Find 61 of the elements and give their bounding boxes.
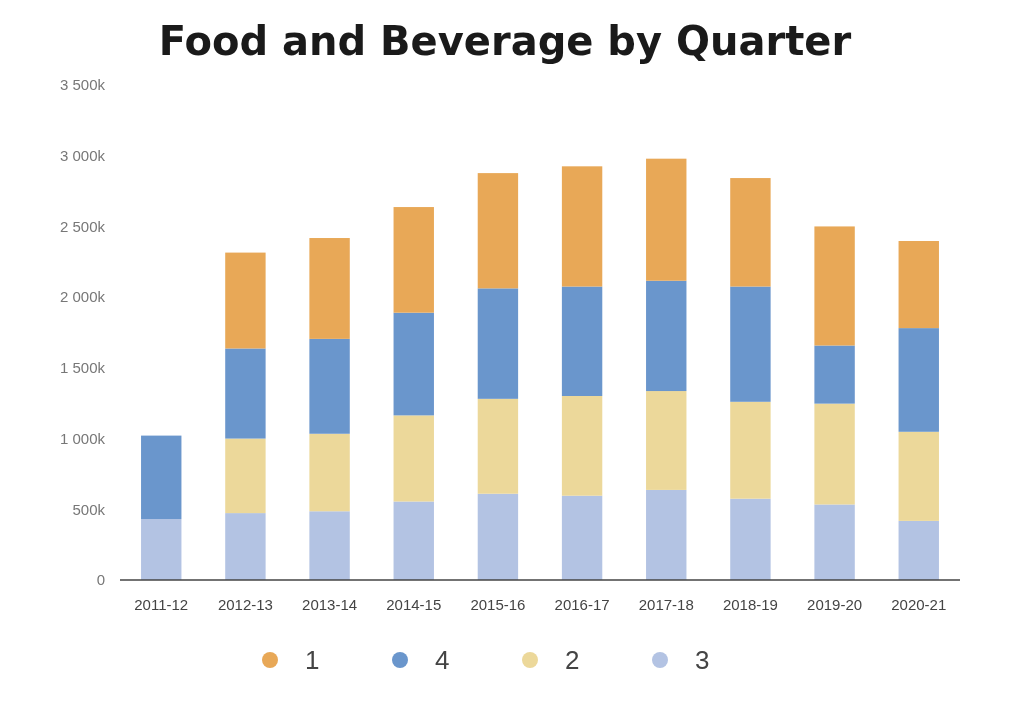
x-tick-label: 2016-17 bbox=[554, 596, 610, 613]
bar bbox=[898, 431, 939, 521]
y-tick-label: 2 500k bbox=[59, 217, 106, 235]
x-tick-label: 2015-16 bbox=[470, 596, 526, 613]
x-tick-label: 2011-12 bbox=[134, 596, 189, 613]
y-tick-label: 3 000k bbox=[59, 146, 106, 164]
x-tick-label: 2014-15 bbox=[386, 596, 442, 613]
bar bbox=[309, 338, 350, 434]
y-tick-label: 3 500k bbox=[59, 76, 106, 94]
chart-title: Food and Beverage by Quarter bbox=[158, 18, 852, 64]
bar bbox=[646, 280, 687, 392]
bar bbox=[898, 520, 939, 580]
bar bbox=[730, 178, 771, 287]
bar bbox=[561, 286, 603, 396]
bar bbox=[898, 241, 939, 329]
bar bbox=[393, 207, 434, 313]
bar bbox=[561, 166, 603, 287]
legend-label: 2 bbox=[565, 645, 580, 676]
bar bbox=[225, 438, 266, 514]
bar bbox=[814, 403, 855, 505]
bar bbox=[309, 511, 350, 580]
bar bbox=[646, 158, 687, 281]
y-tick-label: 2 000k bbox=[59, 288, 106, 306]
bar bbox=[393, 415, 434, 502]
bar bbox=[309, 238, 350, 339]
bar bbox=[898, 328, 939, 432]
bar bbox=[814, 226, 855, 346]
bar bbox=[730, 401, 771, 499]
x-tick-label: 2013-14 bbox=[302, 596, 358, 613]
y-tick-label: 500k bbox=[72, 500, 106, 518]
bar bbox=[561, 396, 603, 496]
bar bbox=[814, 345, 855, 404]
bar bbox=[730, 286, 771, 402]
bar bbox=[477, 493, 519, 580]
bar bbox=[646, 489, 687, 580]
bar bbox=[561, 495, 603, 580]
bar bbox=[141, 519, 182, 580]
legend-label: 1 bbox=[305, 645, 320, 676]
x-tick-label: 2020-21 bbox=[891, 596, 947, 613]
bar bbox=[730, 498, 771, 580]
bar bbox=[141, 435, 182, 520]
x-tick-label: 2019-20 bbox=[807, 596, 863, 613]
legend-label: 4 bbox=[435, 645, 450, 676]
bar bbox=[225, 252, 266, 349]
bar bbox=[814, 504, 855, 580]
x-tick-label: 2017-18 bbox=[638, 596, 694, 613]
bar bbox=[646, 391, 687, 490]
bar bbox=[393, 312, 434, 416]
x-tick-label: 2018-19 bbox=[722, 596, 778, 613]
legend-label: 3 bbox=[695, 645, 710, 676]
bar bbox=[393, 501, 434, 580]
x-tick-label: 2012-13 bbox=[217, 596, 273, 613]
y-tick-label: 0 bbox=[96, 571, 105, 589]
bar bbox=[477, 173, 519, 289]
bar bbox=[225, 513, 266, 580]
bar bbox=[309, 433, 350, 512]
bar bbox=[477, 288, 519, 399]
y-tick-label: 1 500k bbox=[59, 359, 106, 377]
y-tick-label: 1 000k bbox=[59, 429, 106, 447]
bar bbox=[225, 348, 266, 439]
bar bbox=[477, 398, 519, 494]
